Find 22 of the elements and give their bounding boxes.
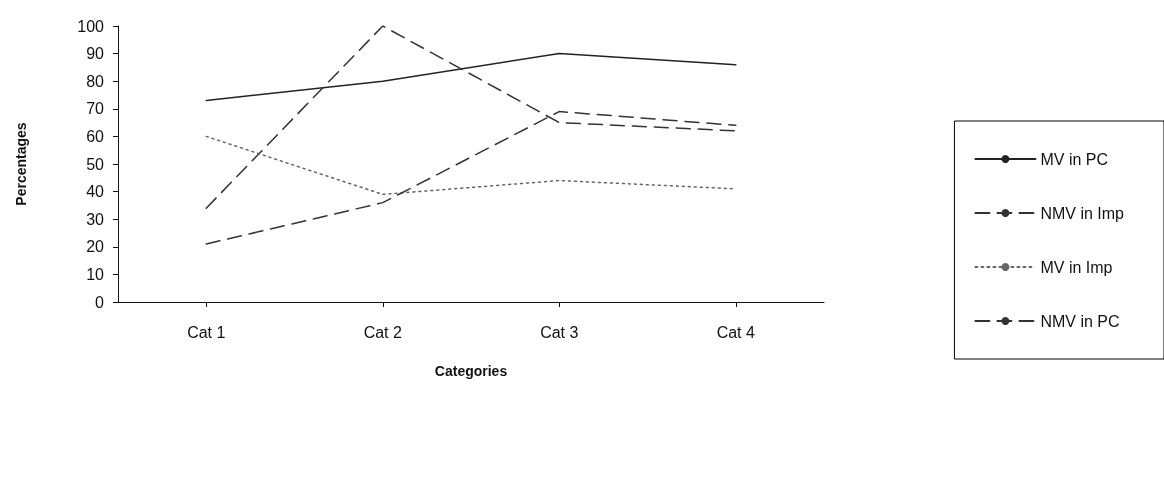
y-tick-label: 90 — [86, 45, 105, 63]
y-tick-label: 20 — [86, 238, 105, 256]
x-tick-label: Cat 4 — [716, 323, 755, 341]
y-tick-label: 40 — [86, 183, 105, 201]
y-tick-label: 60 — [86, 127, 105, 145]
y-axis-title: Percentages — [13, 122, 29, 206]
y-tick-label: 80 — [86, 72, 105, 90]
line-series — [205, 52, 737, 102]
x-tick-label: Cat 1 — [187, 323, 226, 341]
legend-label: NMV in PC — [1040, 312, 1120, 330]
legend-label: MV in Imp — [1040, 258, 1113, 276]
y-tick-label: 10 — [86, 265, 105, 283]
x-axis-title: Categories — [434, 363, 508, 379]
x-tick-label: Cat 2 — [363, 323, 402, 341]
y-tick-label: 100 — [77, 17, 105, 35]
y-tick-label: 70 — [86, 100, 105, 118]
legend-label: NMV in Imp — [1040, 204, 1125, 222]
y-tick-label: 30 — [86, 210, 105, 228]
x-tick-label: Cat 3 — [540, 323, 579, 341]
y-tick-label: 50 — [86, 155, 105, 173]
legend-label: MV in PC — [1040, 150, 1109, 168]
y-tick-label: 0 — [95, 293, 105, 311]
